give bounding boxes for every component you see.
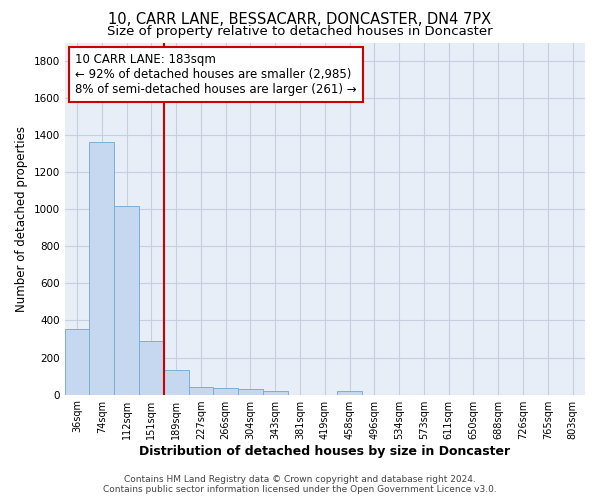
Text: Contains HM Land Registry data © Crown copyright and database right 2024.
Contai: Contains HM Land Registry data © Crown c… [103, 474, 497, 494]
Text: 10 CARR LANE: 183sqm
← 92% of detached houses are smaller (2,985)
8% of semi-det: 10 CARR LANE: 183sqm ← 92% of detached h… [75, 53, 356, 96]
X-axis label: Distribution of detached houses by size in Doncaster: Distribution of detached houses by size … [139, 444, 511, 458]
Bar [214, 388, 238, 394]
Text: Size of property relative to detached houses in Doncaster: Size of property relative to detached ho… [107, 25, 493, 38]
Bar [238, 390, 263, 394]
Bar [164, 370, 188, 394]
Bar [337, 391, 362, 394]
Y-axis label: Number of detached properties: Number of detached properties [15, 126, 28, 312]
Bar [89, 142, 114, 394]
Text: 10, CARR LANE, BESSACARR, DONCASTER, DN4 7PX: 10, CARR LANE, BESSACARR, DONCASTER, DN4… [109, 12, 491, 28]
Bar [114, 206, 139, 394]
Bar [263, 391, 287, 394]
Bar [188, 386, 214, 394]
Bar [139, 341, 164, 394]
Bar [65, 329, 89, 394]
